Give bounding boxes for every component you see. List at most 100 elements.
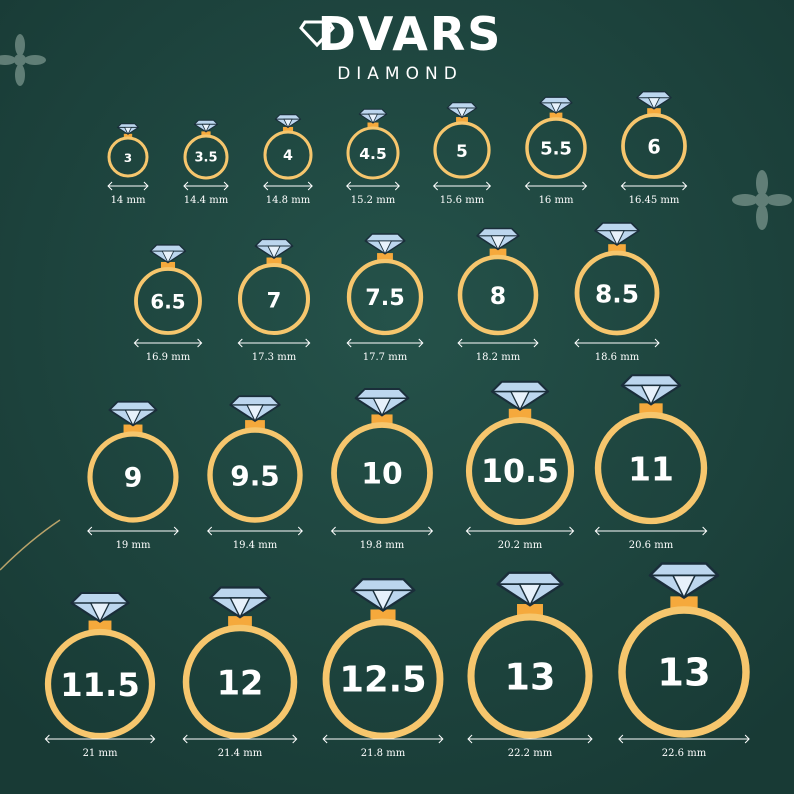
measure-end bbox=[428, 526, 434, 536]
ring-size: 6 bbox=[647, 136, 660, 159]
diamond-shine bbox=[123, 127, 133, 136]
ring-item: 5.5 16 mm bbox=[524, 96, 588, 206]
ring-mm: 14 mm bbox=[111, 195, 146, 206]
ring-size: 9 bbox=[124, 463, 143, 494]
measure-end bbox=[654, 338, 660, 348]
ring-size: 13 bbox=[505, 656, 556, 699]
ring-item: 3.5 14.4 mm bbox=[183, 119, 229, 206]
diamond-shine bbox=[518, 583, 542, 607]
measure-end bbox=[297, 526, 303, 536]
ring-item: 12 21.4 mm bbox=[182, 586, 298, 759]
diamond-shine bbox=[229, 597, 251, 619]
ring-setting bbox=[489, 248, 507, 259]
ring-mm: 16.9 mm bbox=[146, 352, 191, 363]
measure-end bbox=[307, 181, 313, 191]
ring-band bbox=[44, 628, 156, 740]
ring-band bbox=[237, 262, 311, 336]
measure-end bbox=[467, 734, 473, 744]
ring-band bbox=[107, 136, 149, 178]
measure-end bbox=[207, 526, 213, 536]
measure-end bbox=[465, 526, 471, 536]
diamond-shine bbox=[371, 589, 395, 613]
ring-mm: 22.6 mm bbox=[662, 748, 707, 759]
ring-mm: 18.2 mm bbox=[476, 352, 521, 363]
measure-end bbox=[394, 181, 400, 191]
ring-item: 11 20.6 mm bbox=[594, 374, 708, 551]
ring-band bbox=[621, 113, 687, 179]
measure-end bbox=[587, 734, 593, 744]
ring-mm: 19.8 mm bbox=[360, 540, 405, 551]
measure-end bbox=[87, 526, 93, 536]
branch-decoration bbox=[0, 519, 61, 571]
ring-mm: 20.2 mm bbox=[498, 540, 543, 551]
measure-end bbox=[438, 734, 444, 744]
ring-setting bbox=[456, 117, 468, 125]
measure-end bbox=[702, 526, 708, 536]
measure-end bbox=[574, 338, 580, 348]
ring-setting bbox=[123, 133, 133, 139]
ring-setting bbox=[647, 108, 661, 117]
ring-item: 9 19 mm bbox=[87, 400, 179, 551]
ring-band bbox=[331, 422, 433, 524]
ring-size: 8.5 bbox=[595, 280, 639, 309]
measure-end bbox=[485, 181, 492, 191]
measure-end bbox=[322, 734, 328, 744]
ring-setting bbox=[367, 122, 379, 129]
ring-mm: 22.2 mm bbox=[508, 748, 553, 759]
ring-item: 10.5 20.2 mm bbox=[465, 380, 575, 551]
ring-band bbox=[87, 431, 179, 523]
ring-band bbox=[346, 126, 400, 180]
ring-size: 3.5 bbox=[194, 151, 217, 166]
ring-item: 7.5 17.7 mm bbox=[346, 233, 424, 363]
diamond-shine bbox=[640, 384, 662, 406]
ring-item: 8.5 18.6 mm bbox=[574, 222, 660, 363]
measure-end bbox=[183, 181, 189, 191]
measure-end bbox=[582, 181, 588, 191]
brand-subtitle: DIAMOND bbox=[337, 64, 463, 84]
ring-band bbox=[525, 117, 587, 179]
ring-setting bbox=[608, 244, 626, 255]
measure-end bbox=[305, 338, 311, 348]
ring-size: 7.5 bbox=[365, 285, 405, 311]
brand-title: DVARS bbox=[318, 7, 503, 61]
diamond-shine bbox=[490, 235, 506, 251]
diamond-shine bbox=[267, 245, 281, 260]
diamond-shine bbox=[89, 602, 111, 624]
ring-size: 12 bbox=[217, 664, 264, 703]
measure-end bbox=[618, 734, 624, 744]
ring-item: 3 14 mm bbox=[107, 123, 149, 206]
ring-size: 5 bbox=[456, 141, 468, 161]
measure-end bbox=[330, 526, 336, 536]
measure-end bbox=[620, 181, 626, 191]
ring-setting bbox=[245, 420, 265, 432]
measure-end bbox=[533, 338, 539, 348]
ring-mm: 19.4 mm bbox=[233, 540, 278, 551]
ring-band bbox=[322, 618, 444, 740]
ring-mm: 15.2 mm bbox=[351, 195, 396, 206]
measure-end bbox=[346, 181, 352, 191]
ring-band bbox=[574, 250, 660, 336]
ring-size: 10 bbox=[361, 457, 402, 492]
ring-item: 6 16.45 mm bbox=[620, 91, 688, 206]
ring-mm: 21.8 mm bbox=[361, 748, 406, 759]
diamond-shine bbox=[367, 113, 379, 124]
measure-end bbox=[594, 526, 600, 536]
ring-item: 6.5 16.9 mm bbox=[133, 244, 203, 363]
ring-size: 5.5 bbox=[540, 139, 572, 160]
ring-size: 3 bbox=[124, 151, 132, 165]
ring-mm: 21.4 mm bbox=[218, 748, 263, 759]
ring-band bbox=[433, 121, 491, 179]
ring-band bbox=[594, 411, 708, 525]
diamond-shine bbox=[283, 118, 293, 129]
ring-size: 6.5 bbox=[150, 291, 185, 314]
ring-setting bbox=[201, 131, 211, 137]
ring-band bbox=[467, 613, 593, 739]
measure-end bbox=[237, 338, 243, 348]
ring-setting bbox=[549, 112, 563, 121]
ring-band bbox=[207, 427, 303, 523]
ring-item: 11.5 21 mm bbox=[44, 591, 156, 759]
measure-end bbox=[346, 338, 352, 348]
ring-item: 7 17.3 mm bbox=[237, 238, 311, 363]
